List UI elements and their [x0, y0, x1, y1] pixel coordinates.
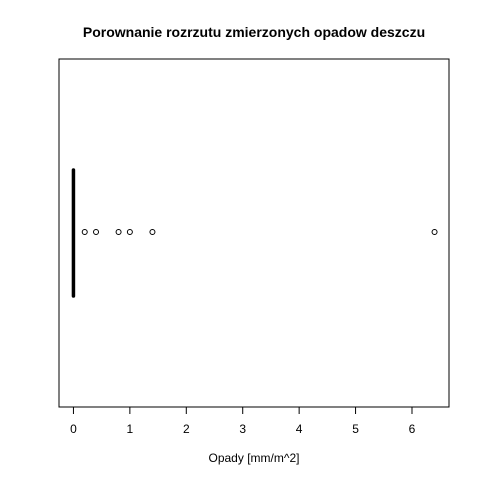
x-axis-label: Opady [mm/m^2]	[209, 451, 300, 465]
plot-marks	[71, 168, 438, 298]
outlier-point	[149, 229, 156, 235]
outlier-point	[93, 229, 100, 235]
outlier-point	[431, 229, 438, 235]
x-tick-label: 1	[127, 422, 134, 436]
x-tick-label: 0	[70, 422, 77, 436]
x-axis: 0 1 2 3 4 5 6	[70, 406, 416, 436]
x-tick-label: 3	[239, 422, 246, 436]
x-tick-label: 2	[183, 422, 190, 436]
chart-title: Porownanie rozrzutu zmierzonych opadow d…	[83, 24, 425, 40]
outlier-point	[81, 229, 88, 235]
outlier-point	[115, 229, 122, 235]
x-tick-label: 4	[296, 422, 303, 436]
x-tick-label: 5	[352, 422, 359, 436]
x-tick-label: 6	[409, 422, 416, 436]
outlier-point	[126, 229, 133, 235]
